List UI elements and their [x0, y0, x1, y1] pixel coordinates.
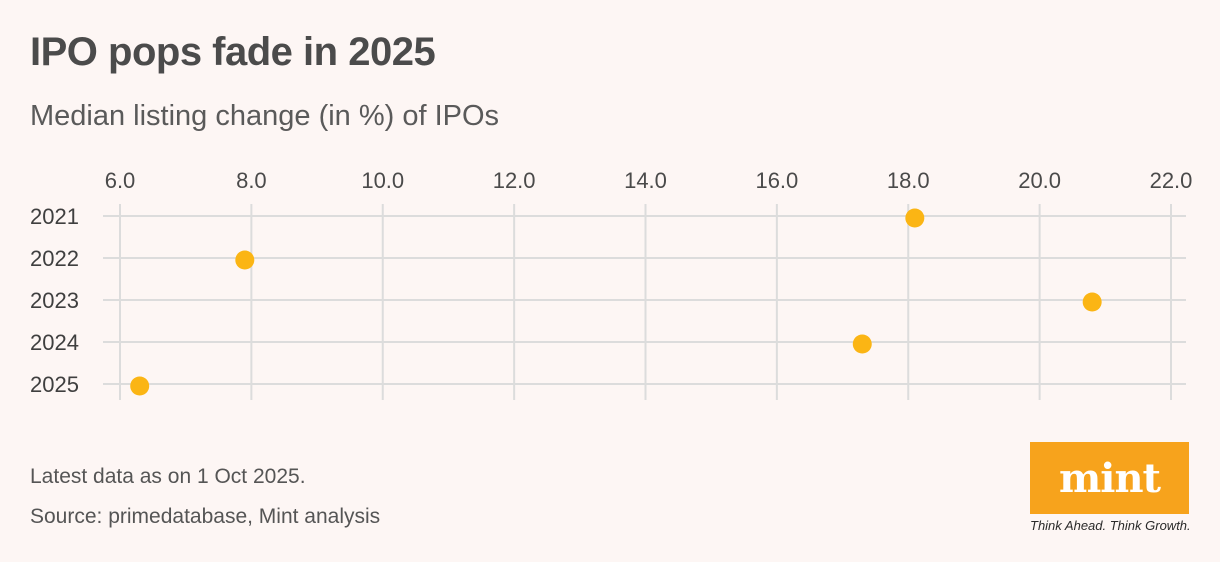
- data-point: [130, 376, 150, 396]
- x-tick-label: 20.0: [1018, 168, 1061, 193]
- category-label: 2021: [30, 204, 79, 229]
- data-date-note: Latest data as on 1 Oct 2025.: [30, 465, 306, 488]
- x-tick-label: 6.0: [105, 168, 136, 193]
- x-tick-label: 18.0: [887, 168, 930, 193]
- data-point: [905, 208, 925, 228]
- data-point: [1082, 292, 1102, 312]
- x-tick-label: 14.0: [624, 168, 667, 193]
- dot-plot: 6.0 8.0 10.0 12.0 14.0 16.0 18.0 20.0 22.0 2021 2…: [30, 168, 1193, 400]
- data-point: [235, 250, 255, 270]
- category-label: 2025: [30, 372, 79, 397]
- chart-subtitle: Median listing change (in %) of IPOs: [30, 100, 500, 132]
- x-tick-label: 22.0: [1150, 168, 1193, 193]
- x-tick-label: 16.0: [755, 168, 798, 193]
- mint-logo: mint: [1030, 442, 1189, 514]
- data-point: [852, 334, 872, 354]
- category-label: 2022: [30, 246, 79, 271]
- x-tick-label: 10.0: [361, 168, 404, 193]
- x-tick-label: 8.0: [236, 168, 267, 193]
- source-note: Source: primedatabase, Mint analysis: [30, 505, 381, 528]
- chart-title: IPO pops fade in 2025: [30, 30, 436, 74]
- mint-logo-text: mint: [1058, 454, 1161, 502]
- category-label: 2024: [30, 330, 79, 355]
- x-tick-label: 12.0: [493, 168, 536, 193]
- logo-tagline: Think Ahead. Think Growth.: [1030, 518, 1191, 533]
- category-label: 2023: [30, 288, 79, 313]
